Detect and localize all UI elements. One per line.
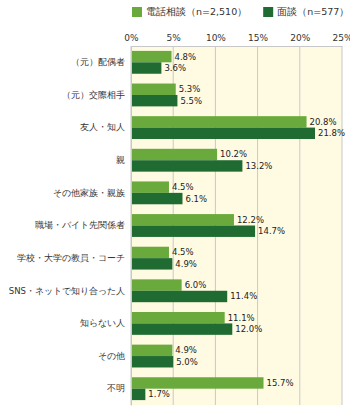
bar	[131, 312, 225, 323]
tick: 10%	[206, 33, 226, 46]
tick-label: 5%	[167, 33, 182, 43]
data-label: 11.1%	[228, 313, 255, 323]
tick: （元）配偶者	[71, 57, 131, 67]
bar	[131, 160, 242, 171]
bar	[131, 389, 145, 400]
bar	[131, 116, 307, 127]
grid-line	[342, 46, 343, 405]
bar	[131, 149, 217, 160]
legend-label: 面談（n=577）	[277, 6, 349, 17]
tick-label: その他家族・親族	[53, 188, 125, 198]
axis-line	[132, 46, 343, 47]
data-label: 5.5%	[180, 96, 202, 106]
tick-label: 0%	[124, 33, 139, 43]
bar	[131, 214, 234, 225]
tick-label: （元）交際相手	[62, 90, 125, 100]
data-label: 4.5%	[172, 182, 194, 192]
x-axis: 0% 5% 10% 15% 20% 25%	[124, 33, 350, 47]
tick: 20%	[290, 33, 310, 46]
y-axis: （元）配偶者 （元）交際相手友人・知人親その他家族・親族職場・バイト先関係者学校・…	[9, 47, 132, 406]
tick: 学校・大学の教員・コーチ	[17, 253, 131, 263]
data-label: 10.2%	[220, 149, 247, 159]
data-label: 4.9%	[175, 259, 197, 269]
tick: 知らない人	[80, 318, 131, 328]
tick-label: 職場・バイト先関係者	[35, 220, 125, 230]
data-label: 5.3%	[179, 84, 201, 94]
tick: 職場・バイト先関係者	[35, 220, 131, 230]
bar	[131, 279, 182, 290]
bar	[131, 51, 172, 62]
tick: 不明	[107, 383, 131, 393]
legend-swatch	[132, 7, 142, 17]
tick: 5%	[167, 33, 182, 46]
bar	[131, 181, 169, 192]
chart: 4.8% 5.3% 20.8% 10.2% 4.5% 12.2% 4.5% 6.0% 11.1%…	[0, 0, 350, 411]
legend-item: 電話相談（n=2,510）	[132, 6, 247, 17]
tick: 0%	[124, 33, 139, 46]
data-label: 3.6%	[164, 63, 186, 73]
bar	[131, 226, 255, 237]
tick-label: （元）配偶者	[71, 57, 125, 67]
tick-label: SNS・ネットで知り合った人	[9, 285, 125, 295]
tick-label: 25%	[332, 33, 350, 43]
grid	[131, 46, 342, 405]
bar	[131, 377, 264, 388]
bar	[131, 62, 161, 73]
tick: 友人・知人	[80, 122, 131, 132]
data-label: 5.0%	[176, 357, 198, 367]
bar	[131, 247, 169, 258]
tick: 15%	[248, 33, 268, 46]
legend-item: 面談（n=577）	[263, 6, 349, 17]
tick: （元）交際相手	[62, 90, 131, 100]
tick-label: 学校・大学の教員・コーチ	[17, 253, 125, 263]
tick: その他	[98, 351, 131, 361]
data-label: 4.5%	[172, 247, 194, 257]
data-label: 11.4%	[230, 291, 257, 301]
tick: 25%	[332, 33, 350, 46]
tick-label: その他	[98, 351, 125, 361]
legend-swatch	[263, 7, 273, 17]
data-label: 1.7%	[148, 389, 170, 399]
axis-line	[131, 47, 132, 406]
legend-label: 電話相談（n=2,510）	[146, 6, 247, 17]
bar	[131, 128, 315, 139]
bar	[131, 356, 173, 367]
plot-background	[131, 46, 342, 405]
data-label: 15.7%	[267, 378, 294, 388]
bar	[131, 95, 177, 106]
tick-label: 20%	[290, 33, 310, 43]
data-label: 6.1%	[185, 194, 207, 204]
bar	[131, 345, 172, 356]
tick-label: 15%	[248, 33, 268, 43]
bar	[131, 193, 182, 204]
bar	[131, 323, 232, 334]
data-label: 13.2%	[245, 161, 272, 171]
data-label: 4.9%	[175, 345, 197, 355]
data-label: 14.7%	[258, 226, 285, 236]
data-label: 12.2%	[237, 215, 264, 225]
bars	[131, 51, 315, 400]
tick: 親	[116, 155, 131, 165]
plot: 4.8% 5.3% 20.8% 10.2% 4.5% 12.2% 4.5% 6.0% 11.1%…	[9, 33, 350, 406]
tick: SNS・ネットで知り合った人	[9, 285, 131, 295]
data-label: 20.8%	[310, 117, 337, 127]
tick-label: 親	[116, 155, 125, 165]
bar	[131, 84, 176, 95]
data-label: 12.0%	[235, 324, 262, 334]
data-label: 6.0%	[185, 280, 207, 290]
data-label: 21.8%	[318, 128, 345, 138]
grid-line	[299, 46, 300, 405]
data-label: 4.8%	[175, 52, 197, 62]
bar	[131, 258, 172, 269]
tick-label: 不明	[107, 383, 125, 393]
data-labels: 4.8% 5.3% 20.8% 10.2% 4.5% 12.2% 4.5% 6.0% 11.1%…	[148, 52, 345, 400]
tick-label: 知らない人	[80, 318, 125, 328]
grid-line	[131, 46, 132, 405]
tick: その他家族・親族	[53, 188, 131, 198]
tick-label: 友人・知人	[80, 122, 125, 132]
legend: 電話相談（n=2,510） 面談（n=577）	[132, 6, 349, 17]
tick-label: 10%	[206, 33, 226, 43]
bar	[131, 291, 227, 302]
